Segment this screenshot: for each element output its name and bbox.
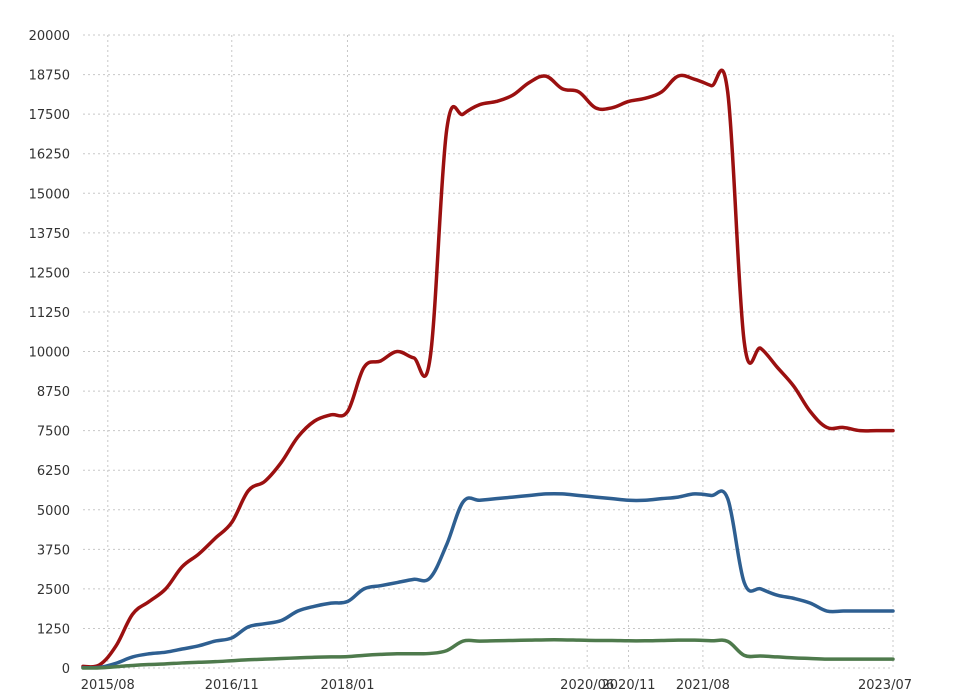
y-tick-label: 15000 (29, 187, 70, 202)
y-tick-label: 5000 (37, 504, 70, 519)
y-tick-label: 8750 (37, 385, 70, 400)
y-axis-tick-labels: 0 1250 2500 3750 5000 6250 7500 8750 10000 11250 1… (29, 29, 70, 677)
series-lines (81, 68, 895, 670)
series-line-2 (81, 489, 895, 670)
y-tick-label: 16250 (29, 148, 70, 163)
y-tick-label: 7500 (37, 425, 70, 440)
series-line-1 (81, 68, 895, 669)
y-tick-label: 12500 (29, 266, 70, 281)
y-tick-label: 13750 (29, 227, 70, 242)
x-tick-label: 2023/07 (858, 678, 912, 693)
y-tick-label: 6250 (37, 464, 70, 479)
x-tick-label: 2015/08 (81, 678, 135, 693)
x-tick-label: 2018/01 (320, 678, 374, 693)
y-tick-label: 0 (62, 662, 70, 677)
y-tick-label: 10000 (29, 346, 70, 361)
grid (83, 34, 894, 669)
x-tick-label: 2016/11 (205, 678, 259, 693)
y-tick-label: 20000 (29, 29, 70, 44)
y-tick-label: 18750 (29, 69, 70, 84)
x-tick-label: 2020/11 (602, 678, 656, 693)
x-tick-label: 2021/08 (676, 678, 730, 693)
y-tick-label: 11250 (29, 306, 70, 321)
series-line-3 (81, 638, 895, 670)
x-tick-label: 2020/06 (560, 678, 614, 693)
y-tick-label: 1250 (37, 622, 70, 637)
y-tick-label: 17500 (29, 108, 70, 123)
y-tick-label: 2500 (37, 583, 70, 598)
y-tick-label: 3750 (37, 543, 70, 558)
